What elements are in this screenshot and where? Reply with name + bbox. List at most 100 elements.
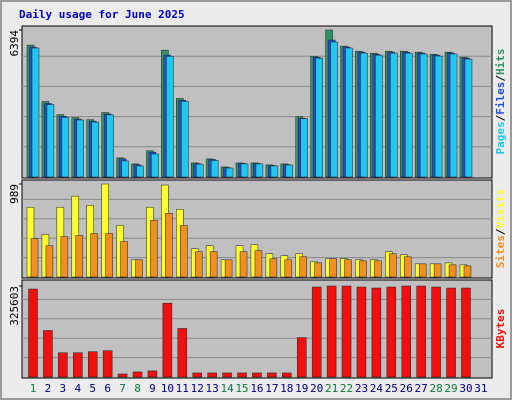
bar — [102, 350, 113, 378]
bar — [356, 286, 367, 378]
bar — [90, 233, 98, 278]
x-tick-label: 22 — [340, 382, 353, 395]
x-tick-label: 23 — [355, 382, 368, 395]
legend-entry: Pages — [494, 121, 507, 154]
bar — [76, 119, 85, 178]
x-tick-label: 27 — [415, 382, 428, 395]
x-tick-label: 12 — [191, 382, 204, 395]
bar — [75, 235, 84, 278]
legend-separator: / — [494, 114, 507, 121]
bar — [192, 372, 202, 378]
bar — [194, 251, 203, 278]
x-tick-label: 7 — [119, 382, 126, 395]
bar — [401, 285, 411, 378]
bar — [28, 288, 38, 378]
bar — [285, 164, 294, 178]
bar — [240, 163, 249, 178]
bar — [177, 328, 188, 378]
bar — [464, 58, 473, 178]
bar — [210, 160, 219, 178]
x-tick-label: 8 — [134, 382, 141, 395]
x-tick-label: 31 — [474, 382, 487, 395]
legend-separator: / — [494, 75, 507, 82]
bar — [60, 236, 69, 278]
bar — [73, 352, 83, 378]
bar — [225, 167, 234, 178]
bar — [43, 330, 53, 378]
bar — [374, 260, 382, 278]
bar — [296, 337, 307, 378]
bar — [209, 251, 218, 278]
x-tick-label: 29 — [444, 382, 457, 395]
bar — [162, 302, 173, 378]
bar — [330, 41, 338, 178]
bar — [181, 101, 189, 178]
panel — [21, 279, 493, 379]
x-tick-label: 18 — [280, 382, 293, 395]
x-tick-label: 16 — [250, 382, 263, 395]
legend-entry: KBytes — [494, 309, 507, 349]
bar — [371, 287, 382, 378]
x-tick-label: 9 — [149, 382, 156, 395]
y-tick-label: 6394 — [8, 30, 21, 57]
x-tick-label: 30 — [459, 382, 472, 395]
bar — [270, 165, 279, 178]
x-tick-label: 5 — [89, 382, 96, 395]
bar — [147, 370, 158, 378]
x-tick-label: 28 — [429, 382, 442, 395]
bar — [360, 52, 368, 178]
x-tick-label: 25 — [385, 382, 398, 395]
bar — [61, 117, 70, 178]
x-tick-label: 20 — [310, 382, 323, 395]
bar — [326, 285, 337, 378]
bar — [237, 372, 247, 378]
bar — [45, 245, 54, 278]
bar — [91, 121, 99, 178]
bar — [359, 260, 367, 278]
bar — [117, 373, 128, 378]
bar — [46, 104, 55, 178]
x-tick-label: 26 — [400, 382, 413, 395]
bar — [150, 220, 158, 278]
bar — [448, 264, 457, 278]
bar — [419, 53, 428, 178]
bar — [311, 286, 322, 378]
bar — [252, 372, 262, 378]
bar — [239, 251, 248, 278]
bar — [151, 153, 159, 178]
x-tick-label: 6 — [104, 382, 111, 395]
x-tick-label: 21 — [325, 382, 338, 395]
bar — [136, 165, 144, 178]
bar — [463, 265, 472, 278]
bar — [222, 372, 232, 378]
bar — [30, 238, 39, 278]
bar — [58, 352, 68, 378]
bar — [418, 263, 427, 278]
panel — [21, 25, 493, 179]
bar — [165, 213, 173, 278]
bar — [284, 259, 293, 278]
x-tick-label: 10 — [161, 382, 174, 395]
x-tick-label: 1 — [30, 382, 37, 395]
bar — [31, 47, 40, 178]
bar — [341, 285, 352, 378]
bar — [433, 263, 442, 278]
bar — [300, 118, 308, 178]
x-tick-label: 14 — [220, 382, 234, 395]
x-tick-label: 2 — [45, 382, 52, 395]
bar — [105, 233, 113, 278]
bar — [315, 57, 323, 178]
bar — [345, 47, 353, 178]
x-tick-label: 11 — [176, 382, 189, 395]
bar — [195, 163, 204, 178]
bar — [375, 54, 383, 178]
bar — [405, 52, 413, 178]
y-tick-label: 325603 — [8, 286, 21, 326]
bar — [431, 286, 441, 378]
x-tick-label: 19 — [295, 382, 308, 395]
bar — [120, 241, 128, 278]
bar — [180, 225, 188, 278]
x-tick-label: 17 — [265, 382, 278, 395]
bar — [269, 258, 278, 278]
bar — [224, 259, 233, 278]
